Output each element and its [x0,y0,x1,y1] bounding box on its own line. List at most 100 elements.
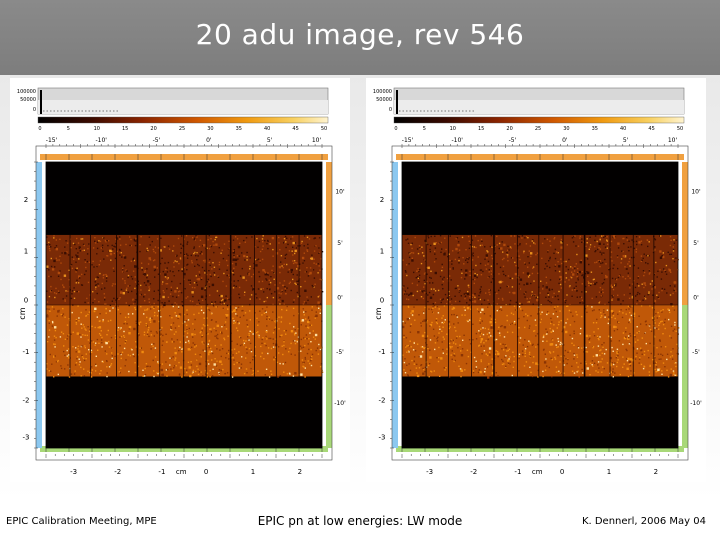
colorbar-tick-label: 45 [648,126,654,132]
top-arcmin-tick-label: 0' [206,137,212,144]
top-arcmin-tick-label: 5' [267,137,273,144]
histogram-axis-label: 0 [389,107,392,113]
footer-author-date: K. Dennerl, 2006 May 04 [581,516,706,527]
right-arcmin-tick-label: -10' [334,400,346,407]
top-arcmin-tick-label: 10' [668,137,678,144]
colorbar-tick-label: 20 [506,126,512,132]
left-cm-tick-label: 1 [24,248,28,256]
bottom-cm-tick-label: 0 [204,468,208,476]
right-arcmin-tick-label: 5' [337,240,343,247]
bottom-cm-tick-label: -1 [158,468,165,476]
histogram-lower-band [38,100,328,114]
colorbar-tick-label: 35 [236,126,242,132]
figure-frame [391,145,689,461]
bottom-cm-tick-label: -3 [426,468,433,476]
histogram-axis-label: 100000 [17,89,36,95]
colorbar-tick-label: 25 [535,126,541,132]
bottom-cm-tick-label: -2 [114,468,121,476]
image-panel-right: 100000 50000 0 0 5 10 15 20 25 30 35 40 45 50 -15' -10'… [366,78,706,482]
right-arcmin-tick-label: 0' [337,294,343,301]
slide-title: 20 adu image, rev 546 [195,18,525,51]
colorbar-tick-label: 10 [450,126,456,132]
bottom-cm-tick-label: -2 [470,468,477,476]
right-arcmin-tick-label: -5' [336,349,344,356]
left-axis-unit: cm [374,307,383,319]
ccd-strip-left [36,162,42,448]
footer-topic: EPIC pn at low energies: LW mode [257,514,463,528]
left-cm-tick-label: 2 [380,196,384,204]
right-arcmin-tick-label: 0' [693,294,699,301]
colorbar-tick-label: 25 [179,126,185,132]
left-axis-unit: cm [18,307,27,319]
image-border [45,161,323,449]
image-pixel-noise [402,234,680,379]
top-arcmin-tick-label: -5' [509,137,517,144]
right-arcmin-tick-label: -10' [690,400,702,407]
colorbar-tick-label: 20 [150,126,156,132]
top-arcmin-tick-label: 10' [312,137,322,144]
bottom-cm-tick-label: cm [532,468,543,476]
illuminated-band-upper [402,234,678,305]
colorbar-tick-label: 40 [620,126,626,132]
colorbar-tick-label: 30 [563,126,569,132]
top-arcmin-tick-label: 0' [562,137,568,144]
colorbar-tick-label: 50 [321,126,327,132]
histogram-axis-label: 50000 [20,97,36,103]
left-cm-tick-label: 0 [380,296,384,304]
bottom-cm-tick-label: 2 [298,468,302,476]
colorbar-tick-label: 15 [122,126,128,132]
figure-frame [35,145,333,461]
colorbar-tick-label: 0 [38,126,41,132]
bottom-cm-tick-label: -3 [70,468,77,476]
bottom-cm-tick-label: 0 [560,468,564,476]
ccd-strip-left [392,162,398,448]
right-arcmin-tick-label: 10' [335,189,345,196]
colorbar [37,116,329,124]
ccd-strip-right-upper [326,162,332,305]
left-cm-tick-label: 2 [24,196,28,204]
bottom-cm-tick-label: 1 [607,468,611,476]
top-arcmin-tick-label: -10' [451,137,463,144]
bottom-cm-tick-label: cm [176,468,187,476]
image-panel-left: 100000 50000 0 0 5 10 15 20 25 30 35 40 45 50 -15' -10'… [10,78,350,482]
left-cm-tick-label: -3 [379,434,386,442]
left-cm-tick-label: 0 [24,296,28,304]
top-arcmin-tick-label: -15' [46,137,58,144]
right-arcmin-tick-label: -5' [692,349,700,356]
top-arcmin-tick-label: -15' [402,137,414,144]
bottom-cm-tick-label: 2 [654,468,658,476]
colorbar [393,116,685,124]
bottom-cm-tick-label: 1 [251,468,255,476]
colorbar-tick-label: 45 [292,126,298,132]
colorbar-tick-label: 0 [394,126,397,132]
top-arcmin-tick-label: -5' [153,137,161,144]
left-cm-tick-label: -3 [23,434,30,442]
image-pixel-noise [46,234,324,378]
left-cm-tick-label: -1 [379,348,386,356]
top-arcmin-tick-label: -10' [95,137,107,144]
bottom-cm-tick-label: -1 [514,468,521,476]
colorbar-tick-label: 10 [94,126,100,132]
colorbar-tick-label: 50 [677,126,683,132]
left-cm-tick-label: -2 [379,396,386,404]
left-cm-tick-label: -2 [23,396,30,404]
histogram-axis-label: 100000 [373,89,392,95]
top-arcmin-tick-label: 5' [623,137,629,144]
histogram-lower-band [394,100,684,114]
colorbar-tick-label: 15 [478,126,484,132]
ccd-strip-right-upper [682,162,688,305]
histogram-axis-label: 0 [33,107,36,113]
ccd-strip-right-lower [682,305,688,448]
right-arcmin-tick-label: 10' [691,189,701,196]
colorbar-tick-label: 5 [67,126,70,132]
colorbar-tick-label: 35 [592,126,598,132]
colorbar-tick-label: 40 [264,126,270,132]
footer-meeting: EPIC Calibration Meeting, MPE [6,516,157,527]
image-border [401,161,679,449]
left-cm-tick-label: -1 [23,348,30,356]
ccd-strip-right-lower [326,305,332,448]
left-cm-tick-label: 1 [380,248,384,256]
